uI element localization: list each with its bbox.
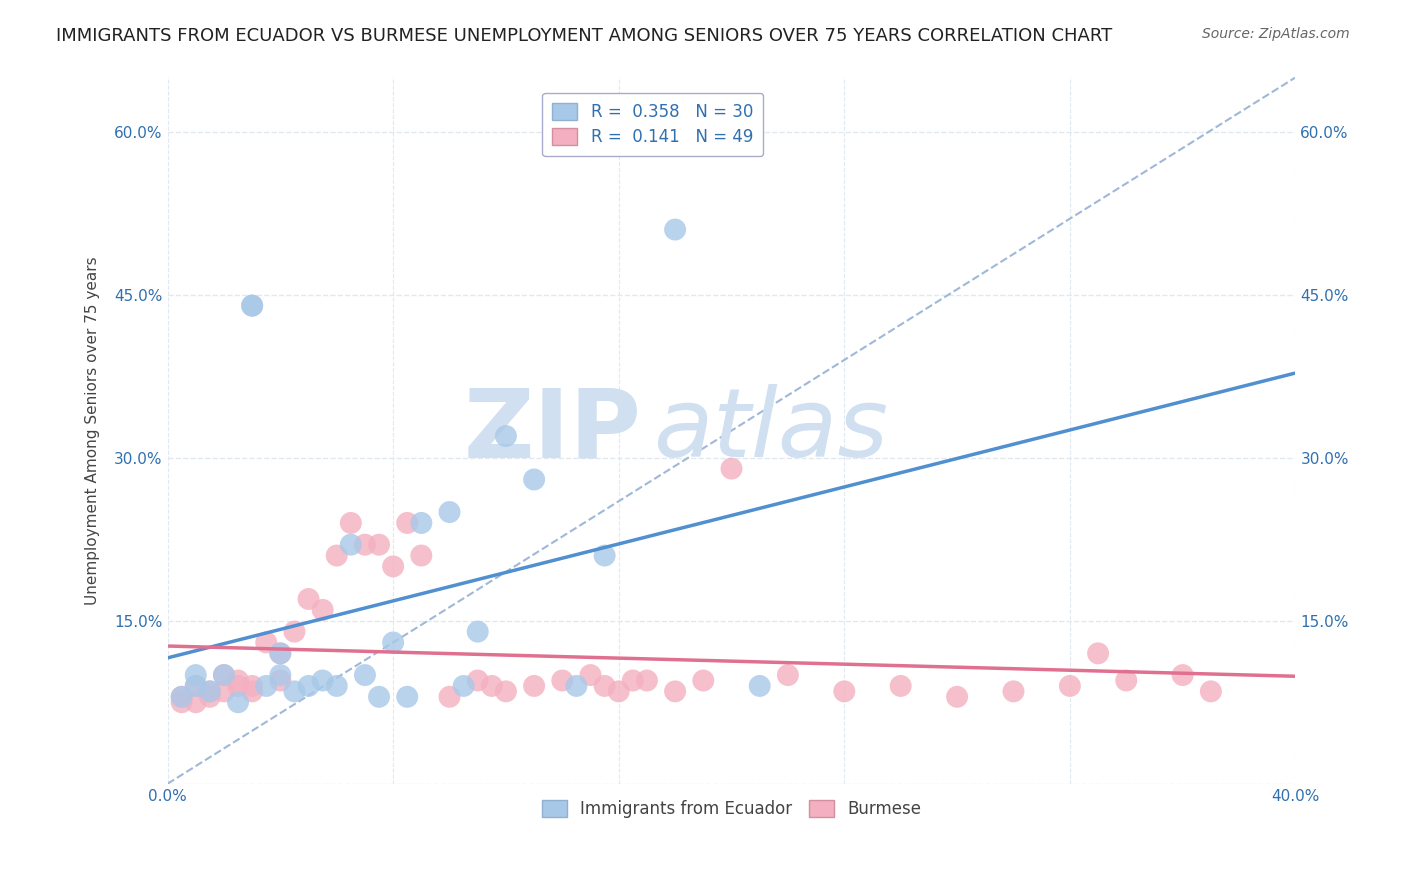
Point <box>170 690 193 704</box>
Point <box>212 668 235 682</box>
Point <box>664 222 686 236</box>
Point <box>551 673 574 688</box>
Point <box>439 505 461 519</box>
Point <box>692 673 714 688</box>
Point <box>382 559 405 574</box>
Point <box>269 646 291 660</box>
Point <box>325 679 347 693</box>
Point <box>396 516 419 530</box>
Point <box>368 690 391 704</box>
Point <box>579 668 602 682</box>
Point <box>1115 673 1137 688</box>
Point <box>297 679 319 693</box>
Point <box>325 549 347 563</box>
Point <box>565 679 588 693</box>
Point <box>226 673 249 688</box>
Point <box>269 646 291 660</box>
Point <box>1002 684 1025 698</box>
Text: IMMIGRANTS FROM ECUADOR VS BURMESE UNEMPLOYMENT AMONG SENIORS OVER 75 YEARS CORR: IMMIGRANTS FROM ECUADOR VS BURMESE UNEMP… <box>56 27 1112 45</box>
Point <box>495 684 517 698</box>
Point <box>368 538 391 552</box>
Point <box>184 668 207 682</box>
Point <box>269 673 291 688</box>
Point <box>523 679 546 693</box>
Point <box>1199 684 1222 698</box>
Point <box>720 461 742 475</box>
Point <box>593 549 616 563</box>
Text: atlas: atlas <box>652 384 887 477</box>
Point <box>523 473 546 487</box>
Point <box>198 684 221 698</box>
Point <box>240 684 263 698</box>
Point <box>467 624 489 639</box>
Text: Source: ZipAtlas.com: Source: ZipAtlas.com <box>1202 27 1350 41</box>
Point <box>311 603 333 617</box>
Point <box>354 668 377 682</box>
Point <box>297 592 319 607</box>
Point <box>283 624 305 639</box>
Point <box>254 679 277 693</box>
Point <box>411 549 433 563</box>
Y-axis label: Unemployment Among Seniors over 75 years: Unemployment Among Seniors over 75 years <box>86 256 100 605</box>
Point <box>170 695 193 709</box>
Point <box>776 668 799 682</box>
Point <box>1059 679 1081 693</box>
Point <box>467 673 489 688</box>
Point <box>340 538 363 552</box>
Point <box>593 679 616 693</box>
Point <box>354 538 377 552</box>
Point <box>396 690 419 704</box>
Point <box>184 679 207 693</box>
Point <box>184 679 207 693</box>
Legend: Immigrants from Ecuador, Burmese: Immigrants from Ecuador, Burmese <box>536 793 928 825</box>
Point <box>411 516 433 530</box>
Point <box>664 684 686 698</box>
Point <box>453 679 475 693</box>
Point <box>311 673 333 688</box>
Point <box>382 635 405 649</box>
Point <box>1171 668 1194 682</box>
Point <box>946 690 969 704</box>
Point <box>212 668 235 682</box>
Point <box>439 690 461 704</box>
Point <box>269 668 291 682</box>
Point <box>226 695 249 709</box>
Point <box>636 673 658 688</box>
Point <box>254 635 277 649</box>
Point <box>212 684 235 698</box>
Point <box>832 684 855 698</box>
Point <box>198 684 221 698</box>
Point <box>495 429 517 443</box>
Point <box>621 673 644 688</box>
Point <box>481 679 503 693</box>
Point <box>240 299 263 313</box>
Point <box>607 684 630 698</box>
Point <box>1087 646 1109 660</box>
Point <box>226 679 249 693</box>
Point <box>240 679 263 693</box>
Point <box>198 690 221 704</box>
Point <box>283 684 305 698</box>
Point <box>240 299 263 313</box>
Point <box>170 690 193 704</box>
Point <box>340 516 363 530</box>
Point <box>890 679 912 693</box>
Text: ZIP: ZIP <box>464 384 641 477</box>
Point <box>748 679 770 693</box>
Point <box>184 695 207 709</box>
